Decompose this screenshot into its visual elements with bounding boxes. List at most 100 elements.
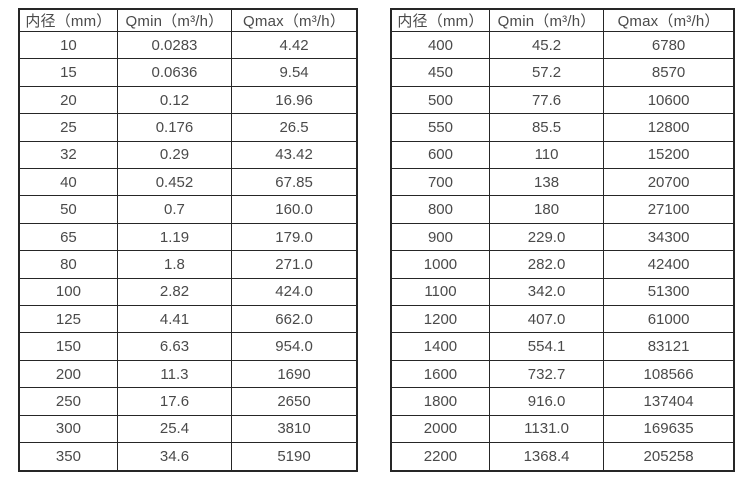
table-cell: 11.3 (116, 359, 233, 389)
table-cell: 700 (390, 168, 490, 197)
table-cell: 10600 (603, 85, 735, 115)
table-cell: 0.7 (116, 195, 233, 224)
table-row: 250 17.6 2650 (18, 387, 358, 416)
table-cell: 125 (18, 305, 118, 334)
table-row: 50 0.7 160.0 (18, 195, 358, 224)
table-row: 700 138 20700 (390, 168, 735, 197)
table-cell: 0.176 (116, 113, 233, 142)
table-row: 800 180 27100 (390, 195, 735, 224)
column-header-qmin: Qmin（m³/h） (116, 8, 233, 32)
table-cell: 271.0 (231, 250, 358, 279)
table-cell: 179.0 (231, 222, 358, 252)
table-cell: 300 (18, 414, 118, 444)
table-cell: 4.42 (231, 30, 358, 60)
table-cell: 57.2 (488, 58, 605, 87)
table-cell: 17.6 (116, 387, 233, 416)
table-cell: 3810 (231, 414, 358, 444)
table-cell: 160.0 (231, 195, 358, 224)
table-cell: 1690 (231, 359, 358, 389)
table-cell: 1400 (390, 332, 490, 361)
table-cell: 1368.4 (488, 442, 605, 472)
table-cell: 65 (18, 222, 118, 252)
table-row: 25 0.176 26.5 (18, 113, 358, 142)
table-row: 150 6.63 954.0 (18, 332, 358, 361)
table-header-row: 内径（mm） Qmin（m³/h） Qmax（m³/h） (18, 8, 358, 32)
table-cell: 2200 (390, 442, 490, 472)
table-row: 2200 1368.4 205258 (390, 442, 735, 472)
table-cell: 45.2 (488, 30, 605, 60)
table-row: 1100 342.0 51300 (390, 277, 735, 307)
column-header-inner-diameter: 内径（mm） (18, 8, 118, 32)
table-cell: 2.82 (116, 277, 233, 307)
table-cell: 342.0 (488, 277, 605, 307)
table-cell: 15200 (603, 140, 735, 170)
table-cell: 1000 (390, 250, 490, 279)
table-cell: 800 (390, 195, 490, 224)
table-cell: 27100 (603, 195, 735, 224)
table-cell: 80 (18, 250, 118, 279)
table-cell: 15 (18, 58, 118, 87)
table-row: 10 0.0283 4.42 (18, 30, 358, 60)
table-cell: 1800 (390, 387, 490, 416)
table-row: 1800 916.0 137404 (390, 387, 735, 416)
table-cell: 6.63 (116, 332, 233, 361)
table-cell: 662.0 (231, 305, 358, 334)
table-cell: 100 (18, 277, 118, 307)
table-row: 500 77.6 10600 (390, 85, 735, 115)
table-row: 1000 282.0 42400 (390, 250, 735, 279)
table-cell: 0.0636 (116, 58, 233, 87)
table-cell: 40 (18, 168, 118, 197)
table-row: 32 0.29 43.42 (18, 140, 358, 170)
table-cell: 954.0 (231, 332, 358, 361)
table-header-row: 内径（mm） Qmin（m³/h） Qmax（m³/h） (390, 8, 735, 32)
table-cell: 0.12 (116, 85, 233, 115)
table-cell: 282.0 (488, 250, 605, 279)
table-cell: 8570 (603, 58, 735, 87)
table-row: 200 11.3 1690 (18, 359, 358, 389)
table-cell: 137404 (603, 387, 735, 416)
table-cell: 20700 (603, 168, 735, 197)
table-row: 100 2.82 424.0 (18, 277, 358, 307)
table-cell: 4.41 (116, 305, 233, 334)
table-cell: 0.0283 (116, 30, 233, 60)
table-cell: 2000 (390, 414, 490, 444)
table-cell: 400 (390, 30, 490, 60)
table-cell: 550 (390, 113, 490, 142)
table-row: 1200 407.0 61000 (390, 305, 735, 334)
table-cell: 500 (390, 85, 490, 115)
table-cell: 16.96 (231, 85, 358, 115)
table-cell: 83121 (603, 332, 735, 361)
table-cell: 0.452 (116, 168, 233, 197)
table-cell: 138 (488, 168, 605, 197)
table-cell: 916.0 (488, 387, 605, 416)
table-cell: 34300 (603, 222, 735, 252)
table-cell: 600 (390, 140, 490, 170)
table-row: 300 25.4 3810 (18, 414, 358, 444)
table-row: 450 57.2 8570 (390, 58, 735, 87)
table-cell: 1600 (390, 359, 490, 389)
table-row: 400 45.2 6780 (390, 30, 735, 60)
table-cell: 424.0 (231, 277, 358, 307)
table-cell: 67.85 (231, 168, 358, 197)
flow-table-small-diameters: 内径（mm） Qmin（m³/h） Qmax（m³/h） 10 0.0283 4.4… (18, 8, 358, 472)
table-cell: 450 (390, 58, 490, 87)
column-header-qmax: Qmax（m³/h） (603, 8, 735, 32)
table-cell: 6780 (603, 30, 735, 60)
flow-table-large-diameters: 内径（mm） Qmin（m³/h） Qmax（m³/h） 400 45.2 6780… (390, 8, 735, 472)
table-cell: 407.0 (488, 305, 605, 334)
table-cell: 205258 (603, 442, 735, 472)
table-cell: 108566 (603, 359, 735, 389)
table-cell: 169635 (603, 414, 735, 444)
table-cell: 900 (390, 222, 490, 252)
table-cell: 20 (18, 85, 118, 115)
table-cell: 180 (488, 195, 605, 224)
table-cell: 25 (18, 113, 118, 142)
table-cell: 51300 (603, 277, 735, 307)
table-cell: 1100 (390, 277, 490, 307)
table-cell: 250 (18, 387, 118, 416)
table-row: 1400 554.1 83121 (390, 332, 735, 361)
table-cell: 32 (18, 140, 118, 170)
table-cell: 732.7 (488, 359, 605, 389)
table-cell: 34.6 (116, 442, 233, 472)
